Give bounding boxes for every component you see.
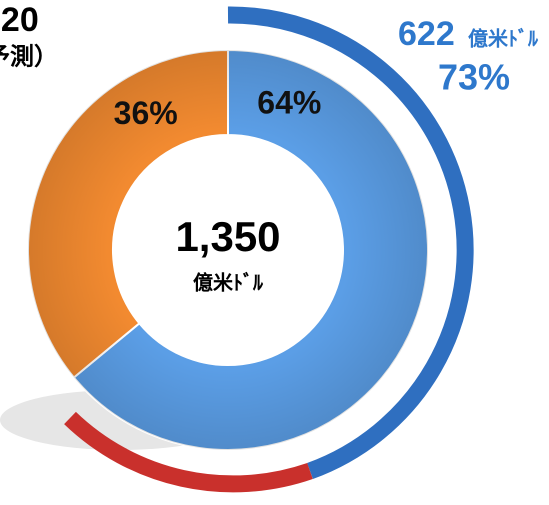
center-value: 1,350 bbox=[175, 213, 280, 260]
callout-unit: 億米ﾄﾞﾙ bbox=[468, 26, 539, 50]
subtitle: 予測） bbox=[0, 42, 58, 70]
segment-label: 36% bbox=[114, 95, 178, 131]
title: 020 bbox=[0, 1, 39, 39]
callout-share: 73% bbox=[438, 57, 510, 98]
callout-amount: 622 bbox=[398, 15, 455, 53]
outer-arc bbox=[227, 6, 474, 479]
ring-shade bbox=[28, 50, 428, 450]
outer-arc bbox=[64, 411, 313, 493]
center-unit: 億米ﾄﾞﾙ bbox=[193, 270, 264, 294]
segment-label: 64% bbox=[257, 84, 321, 120]
